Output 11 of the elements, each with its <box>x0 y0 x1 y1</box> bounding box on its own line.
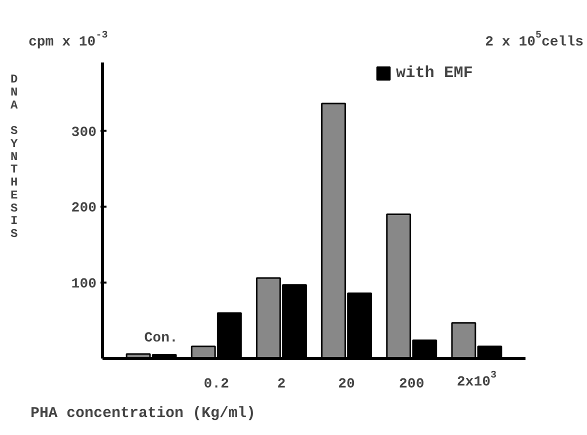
x-tick-label: 0.2 <box>204 376 230 392</box>
x-tick-label: 200 <box>399 376 424 392</box>
text: DNA SYNTHESIS <box>10 72 18 242</box>
x-axis-title: PHA concentration (Kg/ml) <box>30 405 256 422</box>
y-tick-label: 100 <box>71 276 97 293</box>
x-tick-label: 20 <box>338 376 355 392</box>
y-tick-label: 200 <box>71 200 97 217</box>
legend-label: with EMF <box>396 64 473 82</box>
y-tick-label: 300 <box>71 124 97 141</box>
x-tick-label: Con. <box>144 330 178 346</box>
x-tick-label: 2 <box>277 376 286 392</box>
